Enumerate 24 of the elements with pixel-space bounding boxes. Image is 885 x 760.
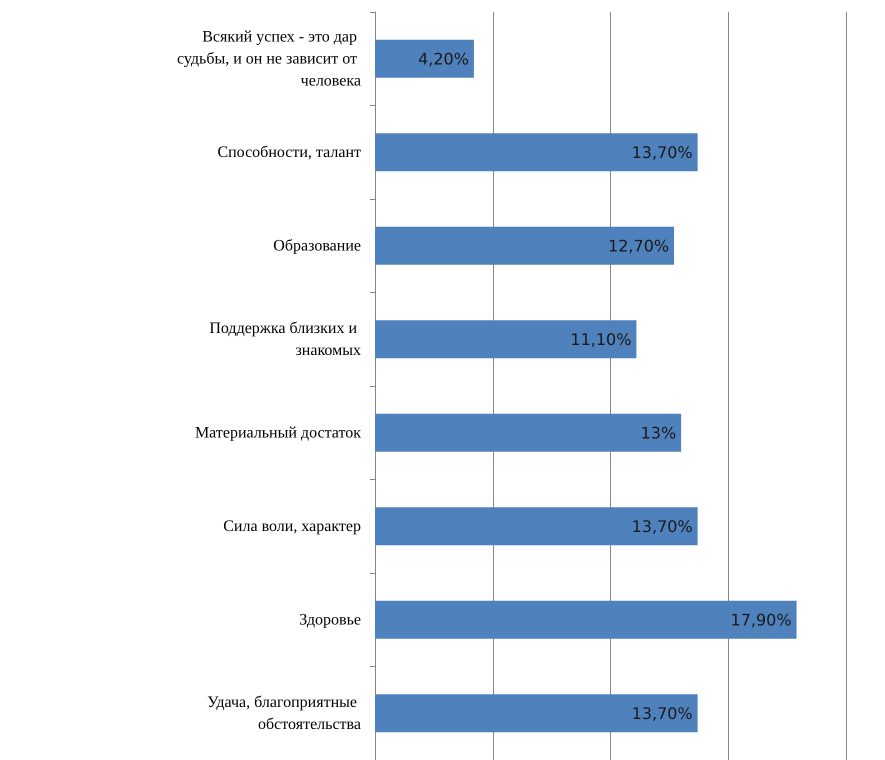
data-label: 11,10% <box>570 330 632 349</box>
bar <box>375 414 682 452</box>
data-label: 13,70% <box>632 704 693 723</box>
y-tick-label: Удача, благоприятные обстоятельства <box>207 694 361 733</box>
y-tick-label: Сила воли, характер <box>223 518 361 535</box>
y-tick-label: Поддержка близких и знакомых <box>209 320 361 359</box>
y-tick-label: Способности, талант <box>217 144 362 161</box>
data-label: 13,70% <box>632 516 693 536</box>
bar <box>375 226 674 265</box>
bar <box>375 694 698 732</box>
bar <box>375 40 474 78</box>
data-label: 4,20% <box>418 49 469 68</box>
y-tick-label: Здоровье <box>299 611 361 628</box>
data-label: 13,70% <box>632 142 693 162</box>
y-tick-label: Всякий успех - это дар судьбы, и он не зависит от человека <box>177 28 361 90</box>
bar <box>375 320 636 358</box>
bar <box>375 133 698 172</box>
data-label: 17,90% <box>730 610 792 630</box>
bar <box>375 600 797 639</box>
bar <box>375 507 698 546</box>
y-tick-label: Материальный достаток <box>194 424 362 442</box>
y-tick-label: Образование <box>273 237 361 254</box>
data-label: 13% <box>640 423 676 442</box>
data-label: 12,70% <box>608 236 670 256</box>
